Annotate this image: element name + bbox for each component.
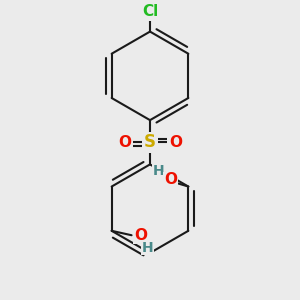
Text: O: O [164, 172, 177, 188]
Text: H: H [141, 241, 153, 255]
Text: O: O [134, 228, 147, 243]
Text: Cl: Cl [142, 4, 158, 19]
Text: S: S [144, 133, 156, 151]
Text: H: H [152, 164, 164, 178]
Text: O: O [169, 135, 182, 150]
Text: O: O [118, 135, 131, 150]
